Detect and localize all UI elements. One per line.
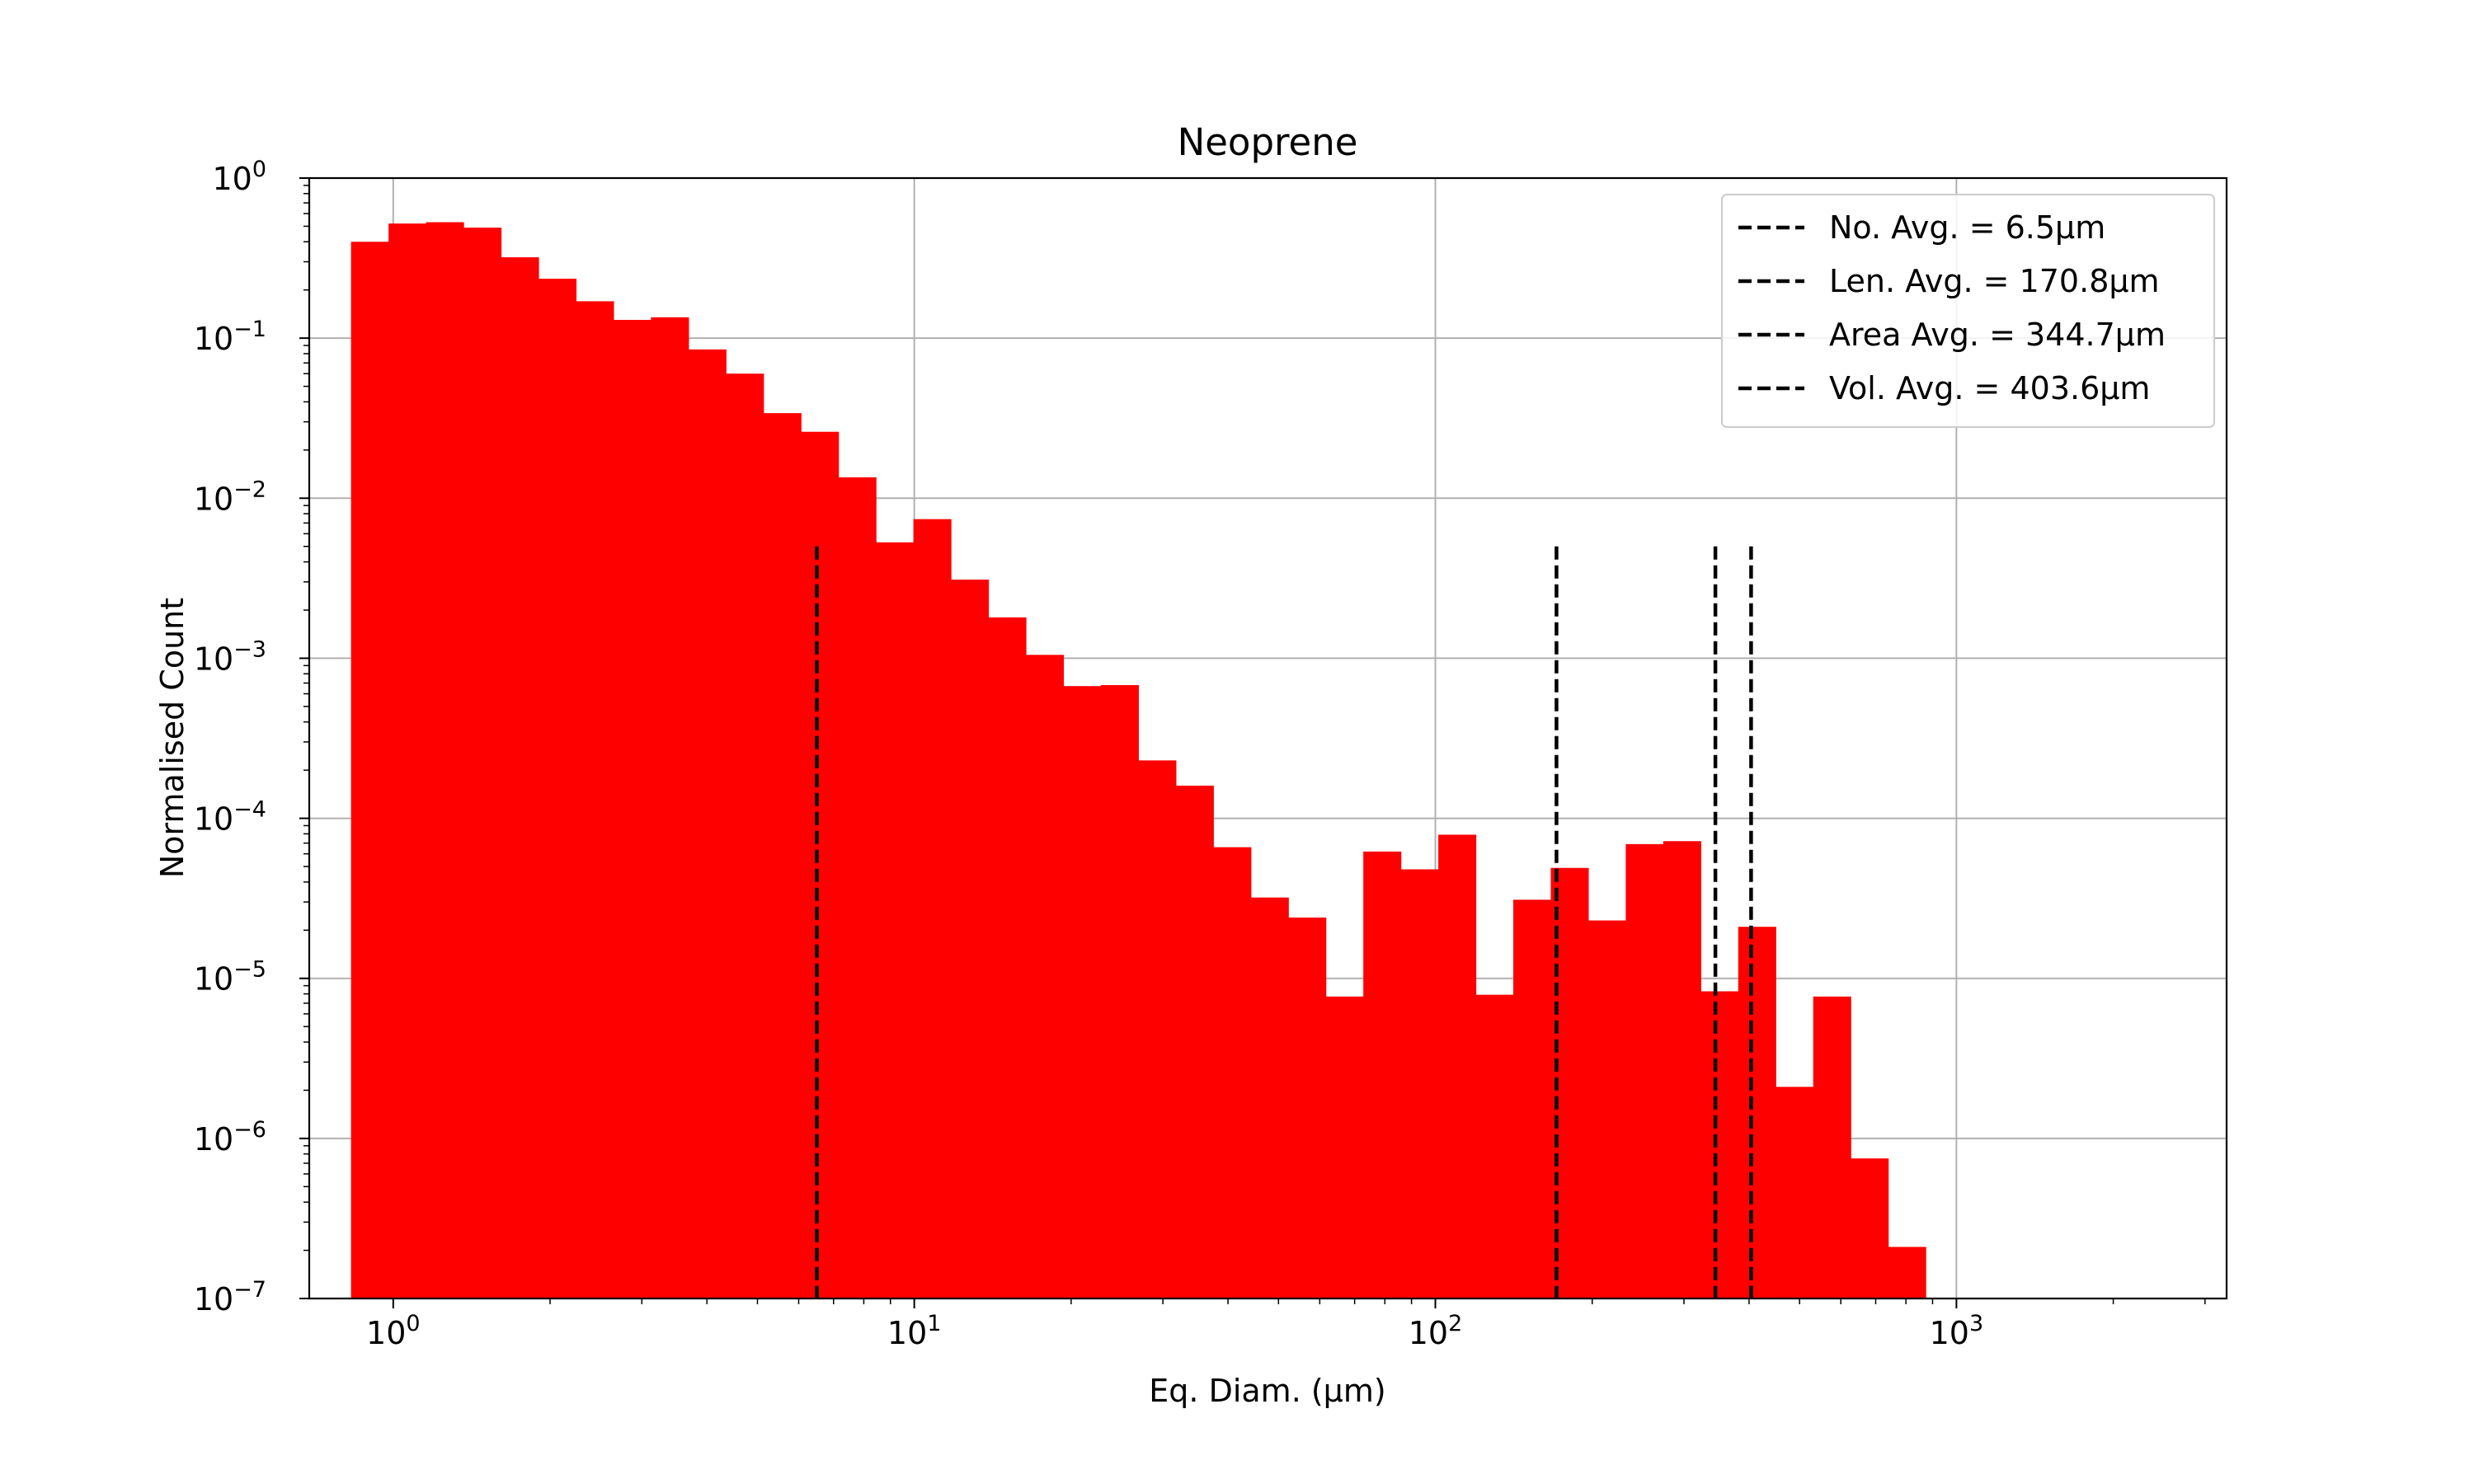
histogram-bar	[388, 223, 427, 1298]
histogram-bar	[613, 320, 651, 1298]
chart-title: Neoprene	[1178, 120, 1358, 164]
histogram-bar	[1250, 897, 1289, 1298]
x-tick-label: 100	[366, 1311, 421, 1351]
histogram-bar	[1063, 686, 1102, 1298]
y-tick-label: 10−3	[194, 636, 266, 677]
histogram-bar	[1888, 1247, 1926, 1298]
histogram-bar	[838, 477, 877, 1298]
y-tick-label: 100	[212, 157, 266, 197]
legend-label: No. Avg. = 6.5µm	[1829, 209, 2105, 246]
histogram-bar	[1438, 834, 1477, 1298]
histogram-bar	[1363, 851, 1402, 1298]
histogram-bar	[913, 519, 952, 1298]
histogram-bar	[1325, 996, 1364, 1298]
legend-box	[1721, 194, 2215, 428]
histogram-bar	[463, 228, 502, 1298]
histogram-bar	[1288, 917, 1327, 1298]
histogram-bar	[876, 542, 915, 1298]
y-tick-label: 10−1	[194, 317, 266, 357]
histogram-bar	[1700, 991, 1739, 1298]
histogram-bar	[539, 279, 577, 1299]
histogram-bar	[1213, 847, 1252, 1298]
y-axis-label: Normalised Count	[154, 598, 190, 878]
histogram-bar	[763, 413, 802, 1298]
histogram-bar	[688, 349, 727, 1298]
histogram-bar	[726, 373, 764, 1299]
histogram-bar	[988, 617, 1027, 1298]
y-tick-label: 10−2	[194, 477, 266, 517]
legend-label: Vol. Avg. = 403.6µm	[1829, 370, 2150, 406]
y-tick-label: 10−4	[194, 797, 266, 838]
histogram-bar	[501, 257, 539, 1299]
histogram-bar	[951, 580, 990, 1298]
histogram-bar	[1400, 869, 1439, 1298]
histogram-bar	[1776, 1087, 1814, 1298]
histogram-bar	[1625, 843, 1664, 1298]
histogram-bar	[801, 431, 840, 1298]
histogram-bar	[426, 222, 464, 1298]
x-tick-label: 103	[1930, 1311, 1984, 1351]
y-tick-label: 10−6	[194, 1117, 266, 1158]
legend-label: Len. Avg. = 170.8µm	[1829, 263, 2160, 299]
histogram-bar	[1513, 899, 1552, 1298]
histogram-bar	[1138, 760, 1177, 1298]
x-axis-label: Eq. Diam. (µm)	[1149, 1373, 1385, 1409]
histogram-bar	[1813, 996, 1851, 1298]
histogram-bar	[1738, 927, 1776, 1298]
y-tick-label: 10−5	[194, 957, 266, 998]
histogram-bar	[576, 301, 614, 1298]
chart-legend: No. Avg. = 6.5µm Len. Avg. = 170.8µm Area …	[1721, 194, 2215, 428]
histogram-bar	[1587, 920, 1627, 1298]
histogram-bar	[1663, 841, 1701, 1298]
plot-frame	[308, 176, 2228, 1300]
histogram-bar	[651, 317, 689, 1298]
x-tick-label: 101	[887, 1311, 942, 1351]
histogram-bar	[350, 242, 389, 1298]
histogram-bar	[1100, 684, 1139, 1298]
y-tick-label: 10−7	[194, 1277, 266, 1317]
histogram-bar	[1851, 1158, 1889, 1298]
x-tick-label: 102	[1409, 1311, 1463, 1351]
histogram-bar	[1475, 994, 1514, 1298]
histogram-bar	[1026, 655, 1065, 1298]
histogram-bar	[1175, 785, 1214, 1298]
legend-label: Area Avg. = 344.7µm	[1829, 317, 2166, 353]
